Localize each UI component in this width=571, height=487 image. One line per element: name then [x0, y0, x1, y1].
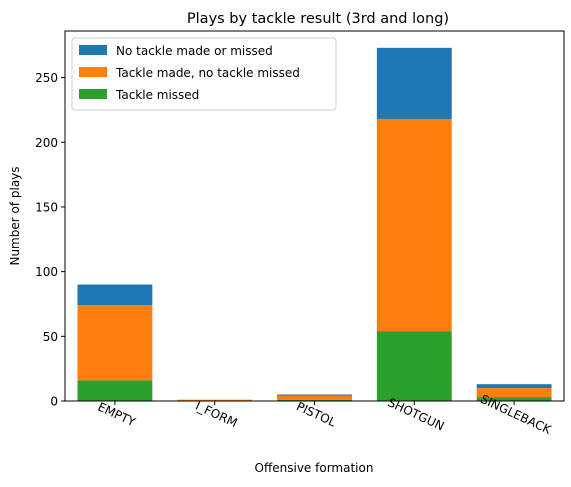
bar-singleback-series-2: [476, 384, 552, 389]
y-tick-label: 150: [35, 200, 58, 214]
y-tick-label: 0: [50, 395, 58, 409]
legend-box: [71, 37, 337, 111]
chart-title: Plays by tackle result (3rd and long): [187, 11, 449, 27]
legend-swatch: [79, 45, 107, 55]
legend-label: No tackle made or missed: [116, 44, 273, 58]
bar-i_form-series-1: [177, 399, 253, 401]
x-axis-label: Offensive formation: [255, 461, 374, 475]
bar-empty-series-2: [77, 284, 153, 306]
y-tick-label: 50: [43, 330, 58, 344]
y-tick-label: 250: [35, 71, 58, 85]
bar-pistol-series-0: [277, 399, 352, 401]
bar-shotgun-series-2: [376, 47, 452, 119]
y-tick-label: 100: [35, 265, 58, 279]
legend-label: Tackle made, no tackle missed: [115, 66, 300, 80]
y-axis-label: Number of plays: [8, 166, 22, 265]
plot-frame: [64, 30, 565, 402]
x-tick-label: EMPTY: [96, 400, 139, 430]
bar-singleback-series-0: [476, 397, 552, 401]
legend: No tackle made or missed Tackle made, no …: [71, 37, 337, 111]
bar-singleback-series-1: [476, 388, 552, 398]
y-tick-label: 200: [35, 136, 58, 150]
legend-swatch: [79, 89, 107, 99]
bar-pistol-series-2: [277, 394, 352, 396]
bar-shotgun-series-1: [376, 118, 452, 332]
x-tick-label: I_FORM: [193, 399, 239, 431]
bar-pistol-series-1: [277, 395, 352, 400]
legend-label: Tackle missed: [115, 88, 199, 102]
x-tick-label: PISTOL: [294, 399, 338, 430]
bar-empty-series-1: [77, 305, 153, 381]
legend-swatch: [79, 67, 107, 77]
bar-empty-series-0: [77, 380, 153, 401]
bar-shotgun-series-0: [376, 331, 452, 401]
